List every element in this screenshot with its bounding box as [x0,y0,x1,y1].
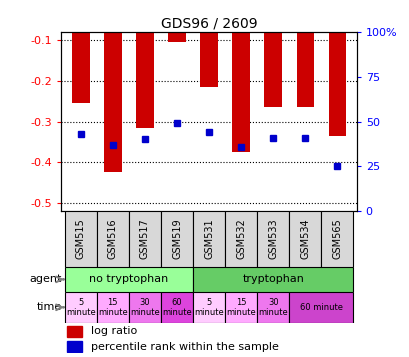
Bar [67,341,82,352]
FancyBboxPatch shape [289,211,321,267]
Text: percentile rank within the sample: percentile rank within the sample [91,342,278,352]
Bar [200,0,218,87]
Bar [264,0,281,107]
Text: GSM533: GSM533 [267,218,278,259]
Bar [193,292,225,323]
Text: 30
minute: 30 minute [258,298,288,317]
Bar [232,0,249,152]
Bar [256,292,289,323]
Text: GSM531: GSM531 [204,218,213,259]
Text: time: time [37,302,62,312]
Text: log ratio: log ratio [91,326,137,336]
Text: GSM519: GSM519 [172,218,182,259]
FancyBboxPatch shape [321,211,353,267]
Bar [65,267,193,292]
Text: tryptophan: tryptophan [242,275,303,285]
Text: GSM516: GSM516 [108,218,117,259]
FancyBboxPatch shape [225,211,256,267]
Text: 15
minute: 15 minute [98,298,127,317]
FancyBboxPatch shape [256,211,289,267]
Text: 60 minute: 60 minute [299,303,342,312]
FancyBboxPatch shape [193,211,225,267]
Text: GSM532: GSM532 [236,218,245,259]
Bar [65,292,97,323]
Bar [67,326,82,337]
Bar [296,0,313,107]
Bar [328,0,346,136]
Bar [136,0,153,128]
Text: 60
minute: 60 minute [162,298,191,317]
FancyBboxPatch shape [128,211,161,267]
Bar [128,292,161,323]
Text: agent: agent [30,275,62,285]
FancyBboxPatch shape [65,211,97,267]
Text: GSM517: GSM517 [139,218,150,259]
Text: GSM515: GSM515 [76,218,85,259]
Bar [193,267,353,292]
Text: no tryptophan: no tryptophan [89,275,168,285]
Bar [104,0,121,172]
Bar [161,292,193,323]
FancyBboxPatch shape [97,211,128,267]
Title: GDS96 / 2609: GDS96 / 2609 [160,17,257,31]
Text: 15
minute: 15 minute [226,298,256,317]
Bar [168,0,185,42]
FancyBboxPatch shape [161,211,193,267]
Bar [72,0,89,103]
Text: GSM534: GSM534 [300,218,310,259]
Text: 5
minute: 5 minute [194,298,223,317]
Bar [225,292,256,323]
Text: 30
minute: 30 minute [130,298,160,317]
Text: 5
minute: 5 minute [66,298,95,317]
Bar [289,292,353,323]
Bar [97,292,128,323]
Text: GSM565: GSM565 [332,218,342,259]
